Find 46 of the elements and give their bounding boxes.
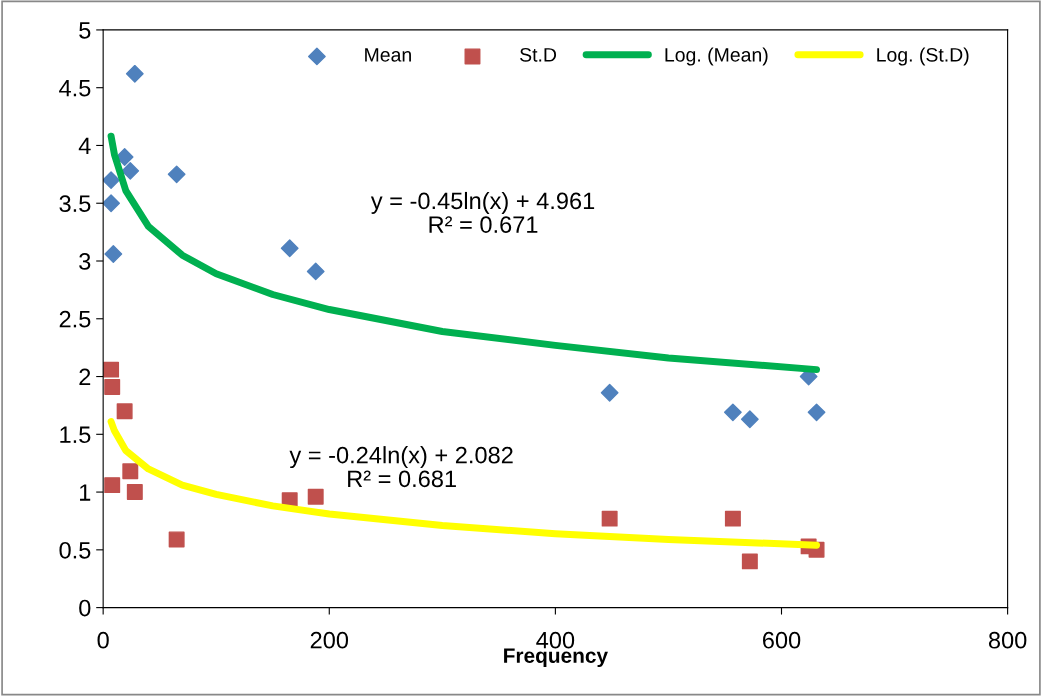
point (104, 245, 123, 263)
legend-label: Log. (Mean) (665, 47, 768, 66)
x-tick-label: 800 (988, 631, 1027, 649)
point (126, 484, 143, 501)
point (104, 378, 121, 395)
legend-label: Log. (St.D) (877, 47, 969, 66)
x-tick-label: 600 (763, 631, 801, 649)
point (280, 239, 299, 258)
y-tick-label: 3.5 (59, 195, 91, 213)
y-tick-label: 2.5 (59, 310, 91, 328)
point (306, 262, 325, 281)
point (168, 531, 185, 548)
point (121, 161, 140, 180)
point (116, 403, 133, 420)
point (724, 510, 741, 527)
y-tick-label: 5 (79, 22, 91, 39)
y-tick-label: 0 (79, 599, 91, 617)
y-tick-label: 2 (79, 368, 91, 386)
x-tick-label: 0 (97, 631, 109, 649)
y-tick-label: 0.5 (59, 541, 91, 559)
x-tick-label: 400 (536, 631, 575, 649)
y-tick-label: 1.5 (60, 426, 91, 444)
point (167, 165, 186, 184)
point (122, 463, 139, 480)
point (600, 383, 619, 402)
point (103, 194, 120, 213)
y-tick-label: 4.5 (59, 80, 91, 97)
point (601, 510, 618, 527)
annotation: y = -0.24ln(x) + 2.082 R² = 0.681 (289, 446, 513, 488)
y-tick-label: 1 (80, 484, 91, 501)
point (103, 361, 120, 378)
y-tick-label: 3 (79, 253, 91, 270)
point (740, 410, 759, 429)
point (125, 64, 144, 83)
point (103, 171, 120, 190)
point (307, 488, 324, 505)
y-tick-label: 4 (78, 137, 91, 155)
legend-label: Mean (365, 48, 411, 62)
annotation: y = -0.45ln(x) + 4.961 R² = 0.671 (370, 191, 595, 233)
point (104, 477, 121, 494)
legend-label: St.D (520, 47, 557, 62)
point (741, 553, 758, 570)
x-axis-title: Frequency (504, 648, 608, 668)
point (807, 403, 826, 422)
x-tick-label: 200 (310, 631, 349, 649)
point (723, 403, 742, 422)
